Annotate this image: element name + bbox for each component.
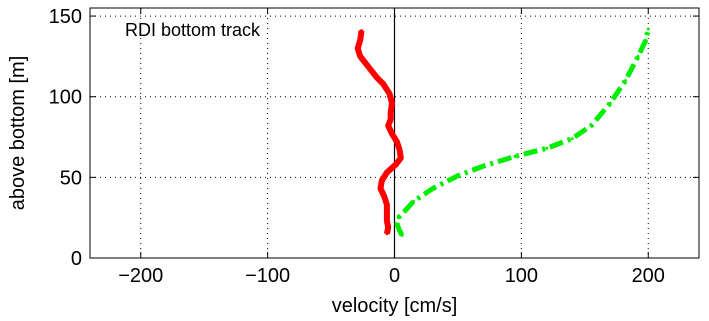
y-tick-label: 150 (49, 6, 82, 28)
series-line-2 (394, 28, 651, 237)
series-2-point (545, 146, 549, 150)
series-1-point (394, 163, 398, 166)
series-1-point (382, 195, 386, 199)
series-1-point (385, 211, 389, 215)
series-1-point (390, 101, 394, 105)
series-2-point (456, 174, 460, 178)
series-1-point (379, 187, 382, 191)
y-tick-label: 100 (49, 87, 82, 109)
series-2-point (395, 222, 399, 226)
series-2-point (396, 216, 400, 220)
series-1-point (389, 117, 393, 121)
series-2-point (608, 101, 612, 105)
series-1-point (380, 179, 384, 183)
series-1-point (358, 38, 362, 42)
series-1-point (390, 132, 394, 136)
series-1-point (386, 124, 390, 128)
series-layer (354, 27, 651, 237)
axis-ticks: −200 −100 0 100 200 0 50 100 150 (49, 6, 699, 287)
series-2-point (644, 38, 648, 42)
series-1-point (360, 29, 363, 33)
x-tick-label: 200 (632, 265, 665, 287)
series-2-point (412, 200, 415, 203)
series-1-point (385, 203, 389, 207)
series-1-point (398, 148, 402, 152)
series-2-point (481, 164, 485, 168)
x-tick-label: −200 (118, 265, 163, 287)
series-1-point (375, 75, 379, 79)
series-2-point (513, 154, 517, 158)
series-2-point (646, 27, 650, 31)
series-1-point (395, 140, 399, 144)
series-1-point (387, 92, 391, 95)
series-2-point (623, 79, 627, 83)
series-1-point (389, 111, 393, 115)
y-tick-label: 50 (60, 167, 82, 189)
series-1-point (385, 219, 389, 223)
x-tick-label: 100 (505, 265, 538, 287)
x-tick-label: 0 (389, 265, 400, 287)
series-2-point (636, 54, 640, 58)
series-2-point (403, 209, 407, 213)
series-1-point (356, 46, 360, 50)
series-1-point (381, 82, 385, 86)
series-1-point (385, 232, 389, 236)
chart-annotation: RDI bottom track (125, 20, 261, 40)
x-tick-label: −100 (245, 265, 290, 287)
series-2-point (400, 233, 404, 237)
series-2-point (589, 124, 593, 128)
series-2-point (398, 229, 402, 233)
x-axis-label: velocity [cm/s] (332, 295, 458, 317)
y-axis-label: above bottom [m] (7, 56, 29, 211)
series-1-point (358, 54, 362, 58)
series-2-point (431, 187, 435, 191)
series-2-point (570, 137, 574, 141)
series-1-point (367, 66, 371, 70)
series-1-point (385, 171, 389, 174)
series-1-point (386, 225, 390, 229)
series-1-point (399, 156, 403, 160)
y-tick-label: 0 (71, 248, 82, 270)
